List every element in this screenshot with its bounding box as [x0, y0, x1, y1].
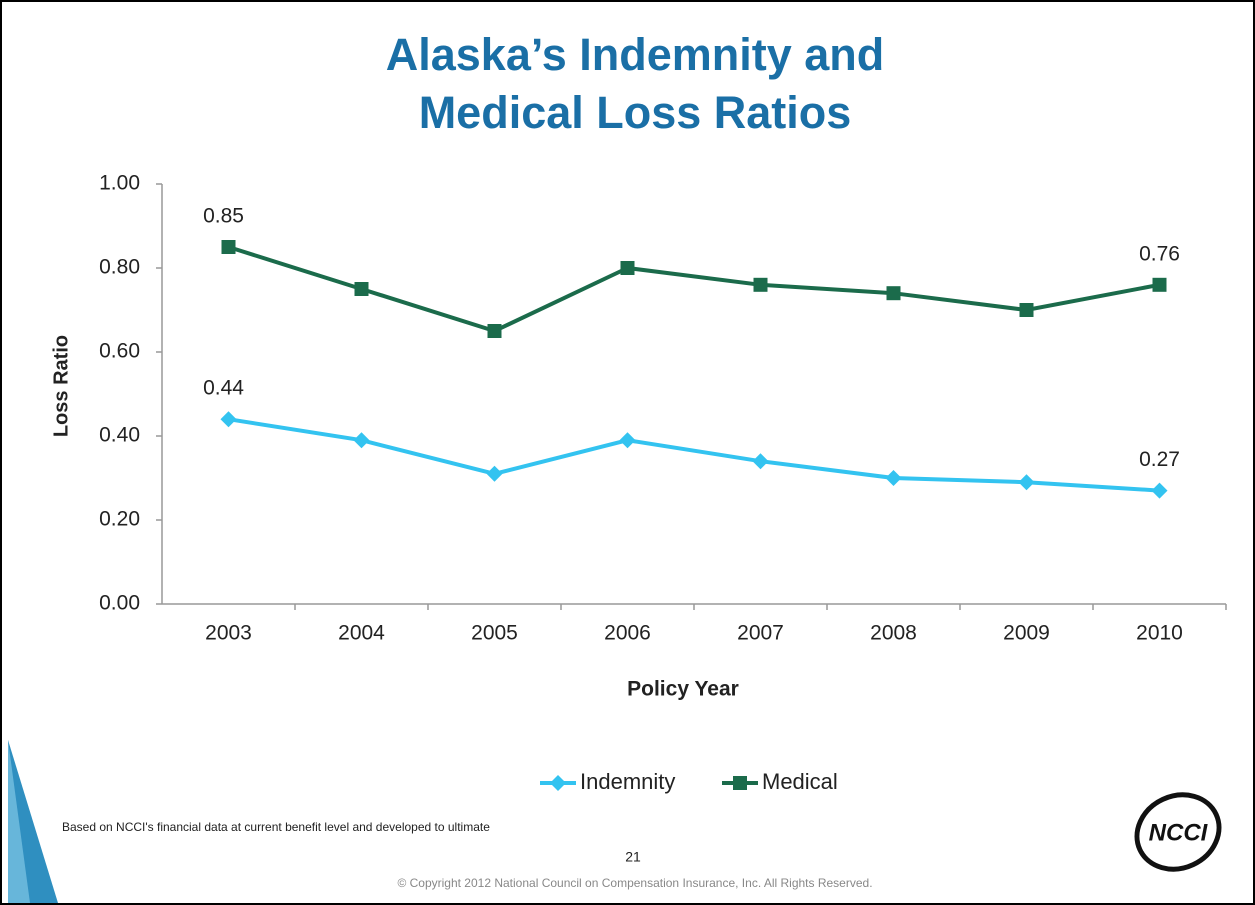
page-number: 21 — [625, 849, 641, 865]
data-point — [752, 453, 769, 470]
chart-title: Alaska’s Indemnity and — [386, 29, 885, 80]
series-line — [228, 417, 1160, 493]
series-line — [227, 245, 1160, 334]
y-tick-label: 0.40 — [99, 424, 140, 447]
data-point — [1019, 303, 1034, 317]
x-tick-label: 2009 — [1003, 622, 1050, 645]
x-tick-label: 2004 — [338, 622, 385, 645]
x-tick-label: 2010 — [1136, 622, 1183, 645]
data-point — [886, 286, 901, 301]
data-point — [487, 324, 502, 338]
x-axis-label: Policy Year — [627, 678, 739, 701]
data-point — [1152, 277, 1167, 292]
x-tick-label: 2006 — [604, 622, 651, 645]
legend-label: Medical — [762, 769, 838, 794]
legend-label: Indemnity — [580, 769, 675, 794]
y-tick-label: 0.20 — [99, 508, 140, 531]
legend-marker — [550, 775, 566, 791]
x-tick-label: 2007 — [737, 622, 784, 645]
y-tick-label: 0.00 — [99, 592, 140, 615]
logo-ring — [1134, 792, 1222, 872]
y-tick-label: 0.80 — [99, 256, 140, 279]
decoration — [8, 740, 30, 903]
data-point — [486, 465, 503, 482]
data-point — [1018, 474, 1035, 491]
x-tick-label: 2003 — [205, 622, 252, 645]
chart-title: Medical Loss Ratios — [419, 87, 852, 138]
data-point — [885, 470, 902, 486]
footnote: Based on NCCI's financial data at curren… — [62, 820, 490, 834]
logo: NCCI — [1149, 819, 1209, 846]
data-point — [221, 240, 236, 254]
y-axis-label: Loss Ratio — [50, 335, 72, 437]
legend-marker — [733, 776, 747, 790]
data-label: 0.76 — [1139, 242, 1180, 265]
data-point — [1151, 482, 1168, 499]
copyright: © Copyright 2012 National Council on Com… — [397, 876, 872, 890]
data-label: 0.44 — [203, 377, 244, 400]
data-point — [753, 277, 768, 292]
data-label: 0.27 — [1139, 448, 1180, 471]
data-point — [220, 411, 237, 428]
data-point — [620, 261, 635, 275]
x-tick-label: 2005 — [471, 622, 518, 645]
data-point — [619, 432, 636, 449]
y-tick-label: 1.00 — [99, 172, 140, 195]
y-tick-label: 0.60 — [99, 340, 140, 363]
data-point — [354, 282, 369, 296]
x-tick-label: 2008 — [870, 622, 917, 645]
data-label: 0.85 — [203, 205, 244, 228]
data-point — [353, 432, 370, 449]
